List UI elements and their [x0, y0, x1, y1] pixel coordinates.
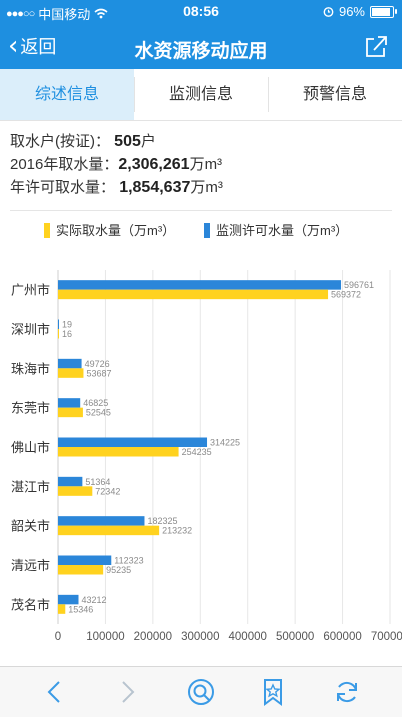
- bar-permit: [58, 594, 79, 605]
- summary-annual-withdrawal: 2016年取水量：2,306,261万m³: [10, 156, 223, 173]
- bar-actual: [58, 447, 179, 457]
- summary-users: 取水户(按证)： 505户: [10, 133, 156, 150]
- data-label: 19: [62, 320, 72, 330]
- divider: [10, 210, 392, 211]
- x-tick-label: 700000: [371, 631, 402, 643]
- category-label: 韶关市: [11, 519, 50, 534]
- summary-panel: 取水户(按证)： 505户 2016年取水量：2,306,261万m³ 年许可取…: [10, 130, 223, 199]
- tab-bar: 综述信息 监测信息 预警信息: [0, 69, 402, 121]
- category-label: 珠海市: [11, 361, 50, 376]
- bar-actual: [58, 407, 83, 418]
- back-label: 返回: [20, 37, 57, 57]
- x-tick-label: 300000: [181, 631, 219, 643]
- tab-monitoring[interactable]: 监测信息: [134, 69, 268, 120]
- x-tick-label: 100000: [86, 631, 124, 643]
- bar-permit: [58, 358, 82, 369]
- tab-warning[interactable]: 预警信息: [268, 69, 402, 120]
- forward-arrow-icon[interactable]: [112, 677, 142, 707]
- data-label: 52545: [86, 408, 111, 418]
- annual-withdrawal-value: 2,306,261: [118, 156, 190, 173]
- category-label: 深圳市: [11, 322, 50, 337]
- navigation-bar: ‹ 返回 水资源移动应用: [0, 24, 402, 69]
- x-tick-label: 0: [55, 631, 61, 643]
- bar-actual: [58, 604, 66, 614]
- search-icon[interactable]: [186, 677, 216, 707]
- bar-actual: [58, 368, 84, 378]
- data-label: 72342: [95, 486, 120, 496]
- bar-actual: [58, 486, 93, 496]
- legend-swatch-1: [204, 223, 210, 238]
- summary-permit: 年许可取水量： 1,854,637万m³: [10, 179, 223, 196]
- bar-permit: [58, 437, 208, 447]
- tab-overview[interactable]: 综述信息: [0, 69, 134, 120]
- x-tick-label: 200000: [134, 631, 172, 643]
- category-label: 东莞市: [11, 401, 50, 416]
- data-label: 596761: [344, 280, 374, 290]
- data-label: 112323: [114, 556, 143, 566]
- data-label: 46825: [83, 398, 108, 408]
- data-label: 569372: [331, 290, 361, 300]
- status-bar: ●●●○○ 中国移动 08:56 96%: [0, 0, 402, 24]
- data-label: 43212: [81, 595, 106, 605]
- data-label: 95235: [106, 565, 131, 575]
- bar-actual: [58, 565, 104, 575]
- data-label: 49726: [85, 359, 110, 369]
- data-label: 51364: [85, 477, 110, 487]
- data-label: 53687: [86, 368, 111, 378]
- bar-permit: [58, 280, 342, 290]
- share-icon[interactable]: [362, 32, 390, 60]
- refresh-icon[interactable]: [332, 677, 362, 707]
- data-label: 254235: [182, 447, 212, 457]
- wifi-icon: [94, 8, 108, 19]
- bar-actual: [58, 329, 59, 339]
- users-value: 505: [114, 133, 141, 150]
- back-arrow-icon[interactable]: [40, 677, 70, 707]
- battery-percent: 96%: [338, 4, 365, 19]
- x-tick-label: 600000: [323, 631, 361, 643]
- clock: 08:56: [183, 3, 219, 19]
- category-label: 湛江市: [11, 479, 50, 494]
- back-button[interactable]: ‹ 返回: [8, 33, 56, 59]
- bottom-toolbar: [0, 666, 402, 717]
- data-label: 182325: [147, 516, 177, 526]
- signal-icon: ●●●○○: [6, 7, 35, 20]
- x-tick-label: 400000: [229, 631, 267, 643]
- bar-permit: [58, 555, 112, 565]
- page-title: 水资源移动应用: [134, 41, 268, 62]
- bar-permit: [58, 398, 81, 408]
- bar-permit: [58, 319, 59, 329]
- bar-permit: [58, 516, 145, 526]
- category-label: 茂名市: [11, 597, 50, 612]
- water-usage-bar-chart: 实际取水量（万m³） 监测许可水量（万m³） 0 100000 200000 300000…: [11, 223, 402, 643]
- chevron-left-icon: ‹: [8, 31, 19, 61]
- data-label: 16: [62, 329, 72, 339]
- category-label: 广州市: [11, 283, 50, 298]
- legend-label-0: 实际取水量（万m³）: [56, 223, 175, 238]
- category-label: 佛山市: [11, 440, 50, 455]
- alarm-icon: [323, 7, 334, 17]
- battery-icon: [370, 5, 397, 18]
- bar-actual: [58, 289, 329, 300]
- carrier-label: 中国移动: [38, 7, 91, 22]
- bookmark-star-icon[interactable]: [258, 677, 288, 707]
- x-tick-label: 500000: [276, 631, 314, 643]
- data-label: 213232: [162, 526, 192, 536]
- data-label: 15346: [68, 604, 93, 614]
- legend-swatch-0: [44, 223, 50, 238]
- legend-label-1: 监测许可水量（万m³）: [216, 223, 348, 238]
- data-label: 314225: [210, 438, 240, 448]
- category-label: 清远市: [11, 558, 50, 573]
- permit-value: 1,854,637: [119, 179, 191, 196]
- bar-actual: [58, 525, 160, 536]
- bar-permit: [58, 476, 83, 487]
